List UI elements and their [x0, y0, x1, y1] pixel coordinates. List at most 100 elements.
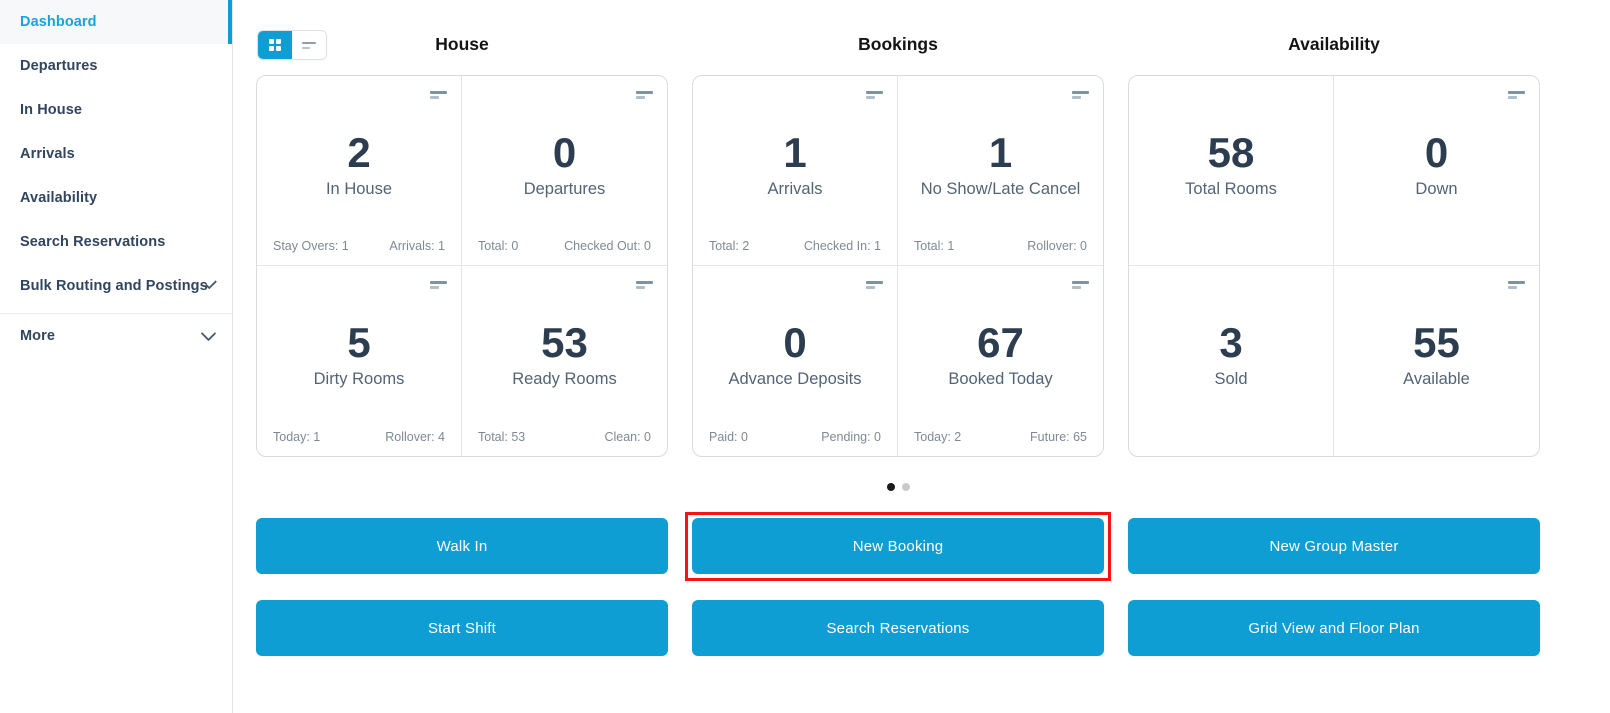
new-booking-button[interactable]: New Booking [685, 512, 1111, 581]
stat-card-departures[interactable]: 0 Departures Total: 0 Checked Out: 0 [462, 76, 667, 266]
sidebar-item-bulk-routing-and-postings[interactable]: Bulk Routing and Postings [0, 264, 232, 308]
stat-value: 55 [1413, 319, 1460, 366]
stat-value: 1 [988, 129, 1013, 176]
walk-in-button[interactable]: Walk In [256, 518, 668, 574]
stat-value: 2 [347, 129, 371, 176]
sidebar-item-label: In House [20, 102, 83, 118]
stat-sub-left: Total: 2 [709, 239, 750, 253]
stat-value: 1 [783, 129, 807, 176]
sidebar-item-label: More [20, 328, 56, 344]
new-group-master-button[interactable]: New Group Master [1128, 518, 1540, 574]
sidebar-item-in-house[interactable]: In House [0, 88, 232, 132]
list-lines-icon [302, 41, 316, 49]
search-reservations-button[interactable]: Search Reservations [692, 600, 1104, 656]
sidebar-item-more[interactable]: More [0, 314, 232, 358]
stat-card-in-house[interactable]: 2 In House Stay Overs: 1 Arrivals: 1 [257, 76, 462, 266]
sidebar-item-search-reservations[interactable]: Search Reservations [0, 220, 232, 264]
stat-sub-right: Rollover: 0 [1027, 239, 1087, 253]
stat-sub-right: Checked Out: 0 [564, 239, 651, 253]
stat-footer: Paid: 0 Pending: 0 [709, 430, 881, 444]
stat-label: Departures [523, 180, 606, 198]
button-label: New Group Master [1269, 537, 1399, 555]
section-title-availability: Availability [1288, 34, 1380, 54]
stat-footer: Total: 1 Rollover: 0 [914, 239, 1087, 253]
bookings-section: 1 Arrivals Total: 2 Checked In: 1 1 No S… [692, 75, 1104, 457]
stat-footer: Today: 2 Future: 65 [914, 430, 1087, 444]
stat-sub-left: Total: 0 [478, 239, 519, 253]
stat-card-arrivals[interactable]: 1 Arrivals Total: 2 Checked In: 1 [693, 76, 898, 266]
card-menu-icon[interactable] [866, 281, 883, 289]
card-menu-icon[interactable] [430, 91, 447, 99]
card-menu-icon[interactable] [636, 281, 653, 289]
stat-value: 0 [1424, 129, 1449, 176]
stat-sub-left: Today: 2 [914, 430, 962, 444]
card-menu-icon[interactable] [1508, 91, 1525, 99]
stat-value: 53 [541, 319, 588, 366]
carousel-dot-1[interactable] [886, 483, 895, 491]
sidebar-item-label: Departures [20, 58, 98, 74]
card-menu-icon[interactable] [636, 91, 653, 99]
stat-card-ready-rooms[interactable]: 53 Ready Rooms Total: 53 Clean: 0 [462, 266, 667, 456]
stat-card-total-rooms[interactable]: 58 Total Rooms [1129, 76, 1334, 266]
stat-sub-right: Clean: 0 [604, 430, 651, 444]
button-label: Start Shift [427, 619, 497, 637]
stat-sub-left: Total: 53 [478, 430, 526, 444]
header-row: House Bookings Availability [256, 0, 1540, 75]
carousel-dots [256, 483, 1540, 491]
grid-view-floor-plan-button[interactable]: Grid View and Floor Plan [1128, 600, 1540, 656]
button-label: Grid View and Floor Plan [1248, 619, 1420, 637]
card-menu-icon[interactable] [1072, 281, 1089, 289]
card-menu-icon[interactable] [1508, 281, 1525, 289]
stat-sub-left: Total: 1 [914, 239, 955, 253]
section-titles: House Bookings Availability [256, 0, 1540, 55]
chevron-down-icon[interactable] [200, 325, 217, 341]
sidebar-item-label: Dashboard [20, 14, 97, 30]
section-title-house: House [435, 34, 489, 54]
stat-label: Advance Deposits [728, 370, 862, 388]
stat-card-advance-deposits[interactable]: 0 Advance Deposits Paid: 0 Pending: 0 [693, 266, 898, 456]
action-buttons: Walk In New Booking New Group Master Sta… [256, 512, 1540, 656]
stat-sections: 2 In House Stay Overs: 1 Arrivals: 1 0 D… [256, 75, 1540, 457]
stat-value: 67 [977, 319, 1024, 366]
stat-card-no-show-late-cancel[interactable]: 1 No Show/Late Cancel Total: 1 Rollover:… [898, 76, 1103, 266]
stat-sub-right: Arrivals: 1 [389, 239, 445, 253]
house-section: 2 In House Stay Overs: 1 Arrivals: 1 0 D… [256, 75, 668, 457]
stat-label: Arrivals [767, 180, 823, 198]
button-label: New Booking [852, 537, 944, 555]
card-menu-icon[interactable] [1072, 91, 1089, 99]
stat-label: Total Rooms [1185, 180, 1277, 198]
stat-label: Sold [1214, 370, 1248, 388]
carousel-dot-2[interactable] [901, 483, 910, 491]
stat-card-down[interactable]: 0 Down [1334, 76, 1539, 266]
stat-sub-left: Stay Overs: 1 [273, 239, 349, 253]
stat-footer: Stay Overs: 1 Arrivals: 1 [273, 239, 445, 253]
sidebar: Dashboard Departures In House Arrivals A… [0, 0, 233, 713]
stat-value: 3 [1219, 319, 1243, 366]
stat-card-dirty-rooms[interactable]: 5 Dirty Rooms Today: 1 Rollover: 4 [257, 266, 462, 456]
sidebar-item-dashboard[interactable]: Dashboard [0, 0, 232, 44]
button-label: Search Reservations [826, 619, 970, 637]
stat-footer: Total: 2 Checked In: 1 [709, 239, 881, 253]
sidebar-item-arrivals[interactable]: Arrivals [0, 132, 232, 176]
stat-card-sold[interactable]: 3 Sold [1129, 266, 1334, 456]
stat-footer: Total: 53 Clean: 0 [478, 430, 651, 444]
card-menu-icon[interactable] [866, 91, 883, 99]
sidebar-item-label: Availability [20, 190, 98, 206]
sidebar-item-label: Bulk Routing and Postings [20, 278, 208, 294]
stat-label: Dirty Rooms [313, 370, 405, 388]
stat-label: No Show/Late Cancel [920, 180, 1081, 198]
stat-card-booked-today[interactable]: 67 Booked Today Today: 2 Future: 65 [898, 266, 1103, 456]
stat-sub-right: Rollover: 4 [385, 430, 445, 444]
grid-view-button[interactable] [258, 31, 292, 59]
start-shift-button[interactable]: Start Shift [256, 600, 668, 656]
card-menu-icon[interactable] [430, 281, 447, 289]
list-view-button[interactable] [292, 31, 326, 59]
sidebar-item-departures[interactable]: Departures [0, 44, 232, 88]
stat-card-available[interactable]: 55 Available [1334, 266, 1539, 456]
stat-value: 58 [1207, 129, 1255, 176]
sidebar-item-availability[interactable]: Availability [0, 176, 232, 220]
stat-label: Available [1403, 370, 1470, 388]
stat-label: Down [1415, 180, 1458, 198]
stat-sub-right: Checked In: 1 [803, 239, 881, 253]
